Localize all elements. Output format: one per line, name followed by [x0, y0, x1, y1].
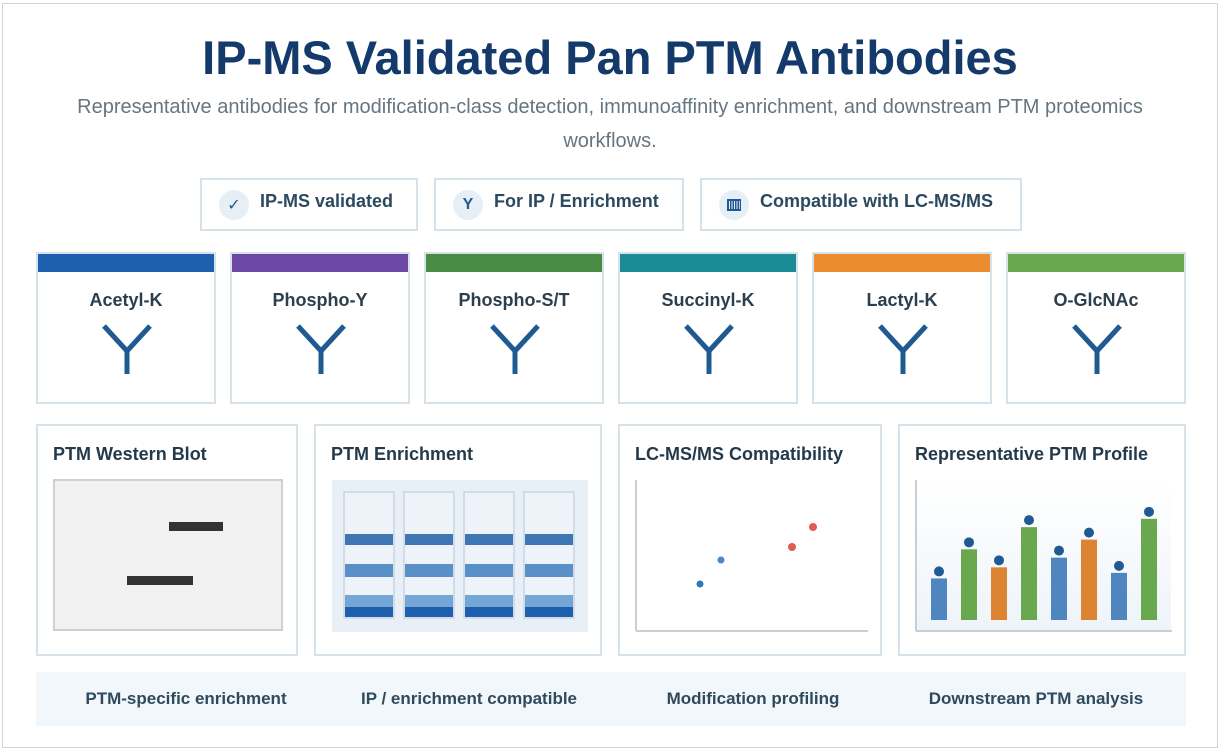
panel-title: PTM Western Blot — [53, 444, 207, 464]
badge-label: Compatible with LC-MS/MS — [760, 191, 993, 211]
card-color-bar — [232, 254, 408, 272]
page-title: IP-MS Validated Pan PTM Antibodies — [202, 31, 1018, 84]
page-subtitle: Representative antibodies for modificati… — [77, 96, 1143, 152]
ptm-name: Phospho-Y — [272, 290, 368, 310]
enrichment-band — [525, 564, 573, 577]
enrichment-band — [525, 595, 573, 607]
ptm-name: Phospho-S/T — [458, 290, 570, 310]
enrichment-band — [405, 534, 453, 545]
enrichment-band — [345, 564, 393, 577]
footer-strip: PTM-specific enrichment IP / enrichment … — [36, 672, 1186, 726]
profile-point — [994, 555, 1004, 566]
profile-point — [1114, 560, 1124, 571]
profile-point — [1024, 515, 1034, 526]
profile-bar — [961, 549, 977, 620]
scatter-point — [809, 523, 817, 531]
antibody-icon — [684, 324, 734, 374]
enrichment-band — [525, 607, 573, 617]
check-icon: ✓ — [219, 189, 249, 220]
badge-ip-ms-validated: ✓ IP-MS validated — [200, 178, 418, 231]
enrichment-band — [465, 534, 513, 545]
blot-membrane — [53, 479, 283, 631]
antibody-icon — [1072, 324, 1122, 374]
panel-western-blot: PTM Western Blot — [36, 424, 298, 656]
card-color-bar — [426, 254, 602, 272]
enrichment-band — [465, 595, 513, 607]
footer-item: Downstream PTM analysis — [928, 689, 1144, 708]
footer-item: Modification profiling — [666, 689, 840, 708]
ptm-name: Acetyl-K — [89, 290, 163, 310]
ptm-card: Lactyl-K — [812, 252, 992, 404]
badge-label: IP-MS validated — [260, 191, 394, 211]
ptm-card: Phospho-Y — [230, 252, 410, 404]
ptm-name: Succinyl-K — [661, 290, 755, 310]
plot-area — [917, 480, 1171, 630]
barcode-icon — [719, 189, 749, 220]
enrichment-band — [345, 607, 393, 617]
enrichment-band — [405, 595, 453, 607]
enrichment-illustration — [332, 480, 588, 632]
enrichment-band — [525, 534, 573, 545]
panel-enrichment: PTM Enrichment — [314, 424, 602, 656]
blot-band — [169, 522, 223, 531]
footer-item: IP / enrichment compatible — [360, 689, 578, 708]
panel-ptm-profile: Representative PTM Profile — [898, 424, 1186, 656]
profile-point — [1084, 527, 1094, 538]
profile-point — [1144, 506, 1154, 517]
antibody-icon — [490, 324, 540, 374]
profile-bar — [1081, 539, 1097, 620]
badge-ip-enrichment: Y For IP / Enrichment — [434, 178, 684, 231]
ptm-card: Phospho-S/T — [424, 252, 604, 404]
profile-bar — [1141, 518, 1157, 620]
scatter-point — [717, 556, 725, 564]
ptm-card: Acetyl-K — [36, 252, 216, 404]
scatter-point — [696, 580, 704, 588]
lcms-illustration — [635, 480, 868, 632]
enrichment-band — [345, 534, 393, 545]
western-blot-illustration — [53, 479, 283, 631]
badge-lcms-compatible: Compatible with LC-MS/MS — [700, 178, 1022, 231]
profile-point — [934, 566, 944, 577]
panel-lcms: LC-MS/MS Compatibility — [618, 424, 882, 656]
card-color-bar — [1008, 254, 1184, 272]
card-color-bar — [38, 254, 214, 272]
antibody-y-icon: Y — [453, 189, 483, 220]
profile-bar — [931, 578, 947, 620]
card-color-bar — [620, 254, 796, 272]
profile-point — [964, 537, 974, 548]
enrichment-band — [405, 607, 453, 617]
enrichment-band — [345, 595, 393, 607]
card-color-bar — [814, 254, 990, 272]
enrichment-band — [465, 607, 513, 617]
profile-bar — [1051, 557, 1067, 620]
enrichment-band — [465, 564, 513, 577]
profile-bar — [991, 567, 1007, 620]
antibody-icon — [878, 324, 928, 374]
ptm-card: Succinyl-K — [618, 252, 798, 404]
footer-item: PTM-specific enrichment — [85, 689, 287, 708]
antibody-icon — [102, 324, 152, 374]
ptm-card: O-GlcNAc — [1006, 252, 1186, 404]
ptm-profile-chart — [915, 480, 1172, 632]
antibody-icon — [296, 324, 346, 374]
panel-title: LC-MS/MS Compatibility — [635, 444, 843, 464]
ptm-name: Lactyl-K — [866, 290, 938, 310]
scatter-point — [788, 543, 796, 551]
blot-band — [127, 576, 193, 585]
profile-bar — [1021, 527, 1037, 620]
panel-title: PTM Enrichment — [331, 444, 474, 464]
ptm-name: O-GlcNAc — [1053, 290, 1139, 310]
profile-point — [1054, 545, 1064, 556]
badge-label: For IP / Enrichment — [494, 191, 659, 211]
panel-title: Representative PTM Profile — [915, 444, 1149, 464]
enrichment-band — [405, 564, 453, 577]
profile-bar — [1111, 572, 1127, 620]
